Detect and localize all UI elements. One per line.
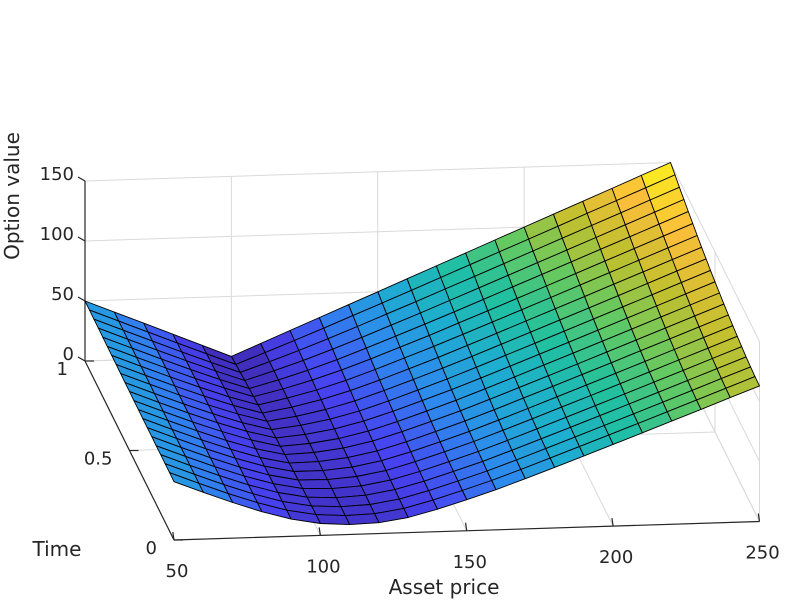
x-axis-label: Asset price (389, 575, 500, 599)
labels-layer: Asset price Time Option value 50 100 150 20… (0, 132, 780, 599)
surface-cell (169, 472, 204, 493)
y-tick-label: 1 (57, 359, 68, 380)
y-tick-label: 0 (146, 538, 157, 559)
x-tick-label: 150 (453, 552, 487, 573)
x-tick-label: 250 (745, 543, 779, 564)
surface-layer (84, 162, 760, 526)
axes-layer (77, 176, 761, 541)
z-tick-label: 50 (51, 284, 74, 305)
x-tick-label: 200 (599, 547, 633, 568)
y-axis-label: Time (32, 537, 82, 561)
surface-cell (306, 496, 342, 508)
z-axis-tick (77, 296, 86, 302)
z-axis-tick (77, 236, 86, 242)
z-tick-label: 0 (63, 344, 74, 365)
surface-cell (315, 514, 351, 526)
surface-cell (293, 470, 328, 481)
x-tick-label: 50 (166, 561, 189, 582)
z-axis-tick (77, 356, 86, 362)
x-axis-tick (464, 522, 468, 531)
surface-cell (302, 488, 337, 499)
surface-cell (344, 513, 380, 526)
x-axis-tick (172, 531, 175, 541)
y-tick-label: 0.5 (84, 449, 113, 470)
x-axis-tick (757, 513, 761, 522)
z-axis-label: Option value (0, 132, 24, 260)
x-tick-label: 100 (306, 556, 340, 577)
x-axis-tick (611, 518, 614, 527)
surface-cell (288, 461, 324, 472)
surface-cell (311, 505, 346, 517)
x-axis-tick (318, 527, 321, 536)
z-tick-label: 150 (40, 164, 74, 185)
surface-cell (297, 479, 333, 490)
z-tick-label: 100 (40, 224, 74, 245)
z-axis-tick (77, 176, 86, 182)
